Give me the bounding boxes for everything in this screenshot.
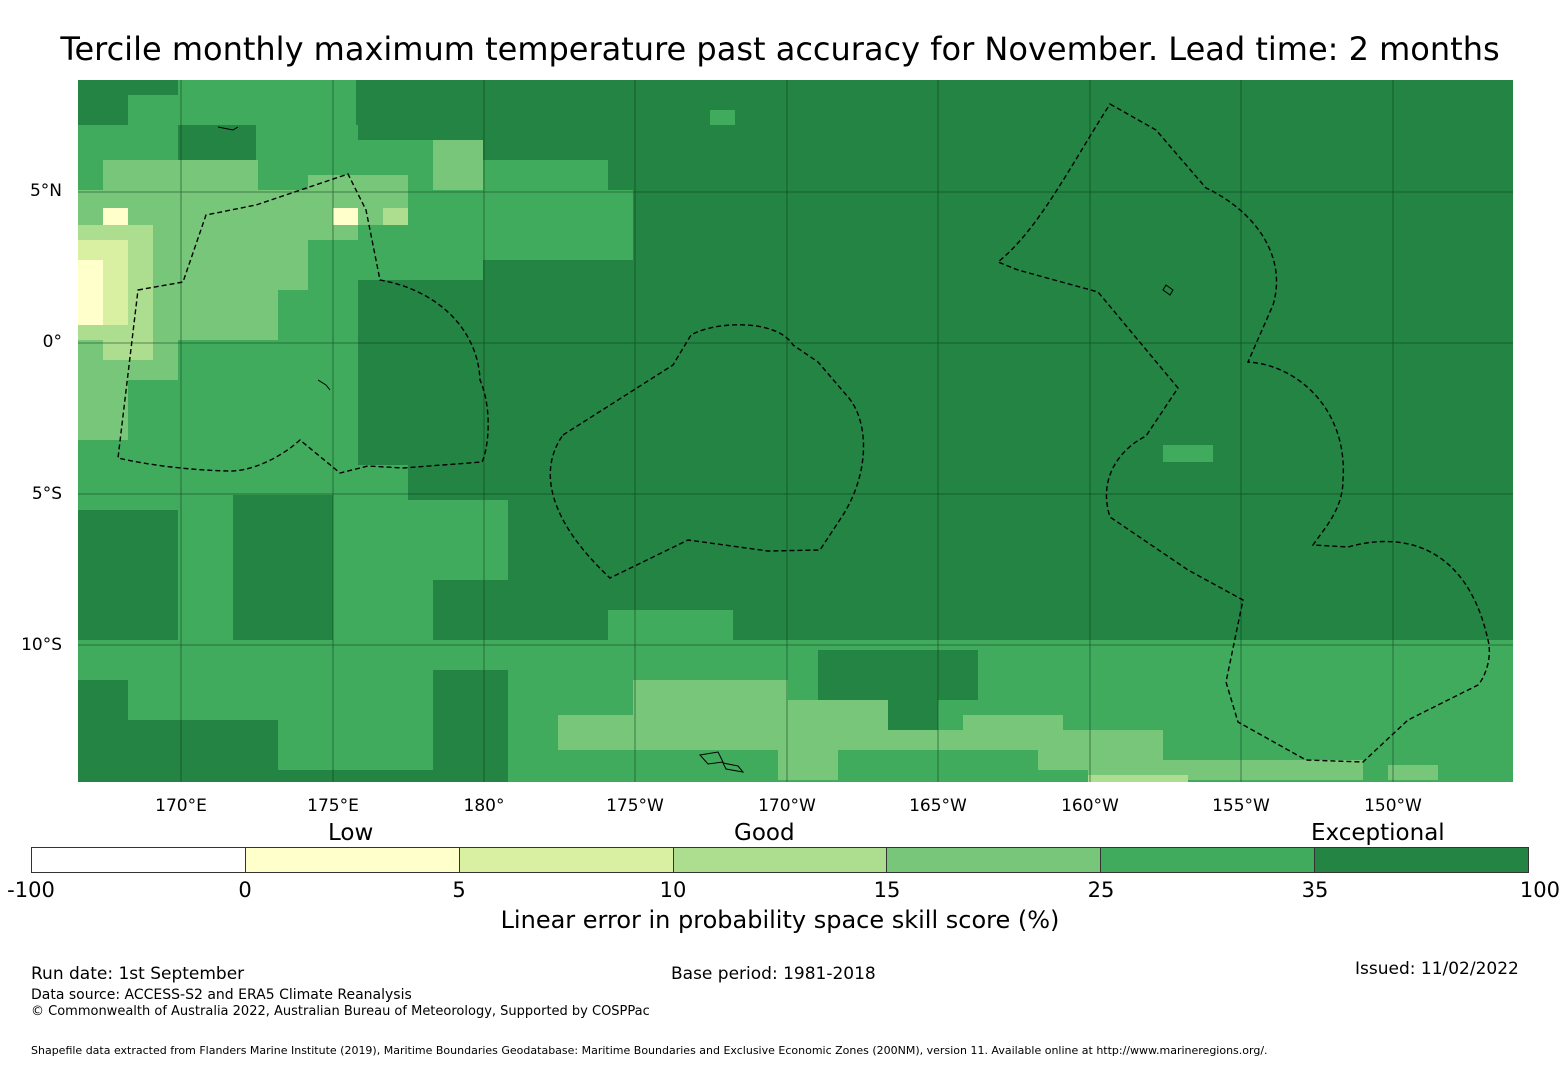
colorbar-tick-3: 5 <box>452 878 466 902</box>
map-region-dark-patch-7 <box>78 680 128 780</box>
colorbar-tick-8: 100 <box>1519 878 1560 902</box>
map-region-dark-patch-2 <box>178 125 256 160</box>
lon-label-165w: 165°W <box>909 796 967 816</box>
colorbar-tick-2: 0 <box>238 878 252 902</box>
island-kiritimati <box>1162 284 1174 296</box>
copyright: © Commonwealth of Australia 2022, Austra… <box>31 1004 650 1019</box>
graticule <box>78 80 1513 782</box>
colorbar-tick-1: -100 <box>7 878 55 902</box>
lon-label-170w: 170°W <box>758 796 816 816</box>
lat-label-0: 0° <box>42 332 62 352</box>
lon-label-180: 180° <box>463 796 505 816</box>
map-region-dark-patch-3 <box>356 80 433 125</box>
map-region-dark-patch-4 <box>358 280 483 465</box>
map-region-dark-patch-5 <box>78 510 178 640</box>
island-samoa-2 <box>722 762 745 773</box>
colorbar-segment-3 <box>459 848 674 872</box>
map-region-dark-patch-9 <box>433 670 508 780</box>
colorbar-tick-7: 35 <box>1301 878 1329 902</box>
colorbar-segment-7 <box>1315 848 1529 872</box>
map-region-0-5-patch-2 <box>103 208 128 225</box>
lat-label-5n: 5°N <box>29 181 62 201</box>
map-region-10-15-south <box>1088 775 1188 782</box>
lon-label-175e: 175°E <box>307 796 359 816</box>
island-outlines <box>217 126 1174 773</box>
colorbar-segment-5 <box>887 848 1102 872</box>
map-region-dark-patch-1 <box>78 80 128 125</box>
lon-label-150w: 150°W <box>1364 796 1422 816</box>
map-region-dark-patch-8 <box>128 720 278 780</box>
colorbar-title: Linear error in probability space skill … <box>500 906 1060 934</box>
lon-label-155w: 155°W <box>1212 796 1270 816</box>
island-tarawa <box>217 126 239 131</box>
map-region-15-25-south <box>558 680 1363 780</box>
island-samoa-1 <box>699 751 724 765</box>
colorbar <box>31 847 1529 873</box>
colorbar-segment-4 <box>673 848 888 872</box>
eez-boundary-kiribati-line <box>996 103 1490 763</box>
colorbar-label-low: Low <box>328 820 374 846</box>
chart-title: Tercile monthly maximum temperature past… <box>60 30 1500 68</box>
map-region-15-25-east-north <box>433 140 483 190</box>
run-date: Run date: 1st September <box>31 964 245 984</box>
colorbar-tick-6: 25 <box>1087 878 1115 902</box>
map-region-0-5-west <box>78 260 103 325</box>
base-period: Base period: 1981-2018 <box>671 964 876 984</box>
colorbar-tick-5: 15 <box>873 878 901 902</box>
issued-date: Issued: 11/02/2022 <box>1355 959 1519 979</box>
shapefile-credit: Shapefile data extracted from Flanders M… <box>31 1044 1268 1057</box>
map-region-10-15-patch <box>383 208 408 225</box>
colorbar-segment-6 <box>1101 848 1316 872</box>
colorbar-segment-2 <box>245 848 460 872</box>
map-region-15-25-patch-south <box>1388 765 1438 780</box>
lon-label-175w: 175°W <box>606 796 664 816</box>
lon-label-170e: 170°E <box>155 796 207 816</box>
colorbar-segment-1 <box>32 848 246 872</box>
lat-label-10s: 10°S <box>21 635 62 655</box>
data-source: Data source: ACCESS-S2 and ERA5 Climate … <box>31 987 412 1003</box>
colorbar-tick-4: 10 <box>659 878 687 902</box>
colorbar-label-good: Good <box>734 820 795 846</box>
map-region-25-35-cell-2 <box>1163 445 1213 462</box>
map-canvas <box>78 80 1513 782</box>
map-region-0-5-patch <box>333 208 358 225</box>
eez-boundary-kiribati-gilbert <box>117 173 489 474</box>
colorbar-label-exceptional: Exceptional <box>1311 820 1445 846</box>
lon-label-160w: 160°W <box>1061 796 1119 816</box>
map-region-dark-patch-6 <box>233 495 333 640</box>
map-region-25-35-cell-1 <box>710 110 735 125</box>
eez-boundaries <box>117 103 1490 763</box>
skill-score-map <box>78 80 1513 782</box>
lat-label-5s: 5°S <box>31 484 62 504</box>
island-funafuti <box>317 379 331 391</box>
